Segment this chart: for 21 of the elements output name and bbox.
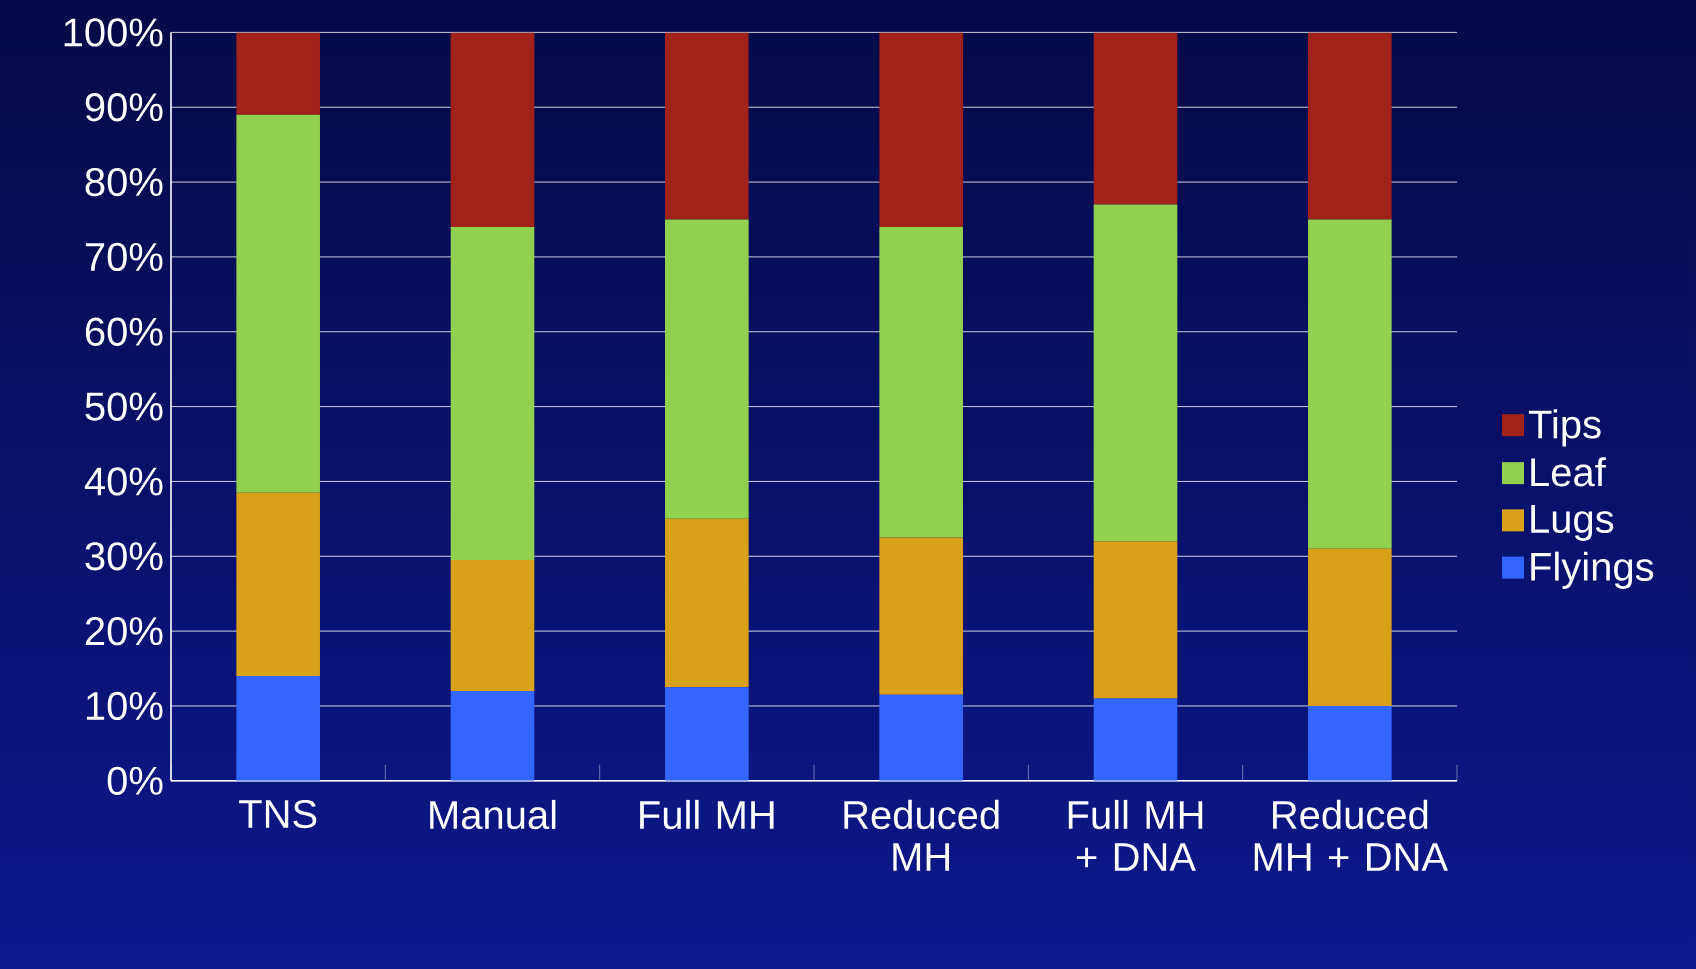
y-tick-label: 20% xyxy=(85,616,163,646)
y-tick-label: 100% xyxy=(64,18,163,47)
y-tick-label: 80% xyxy=(85,167,163,197)
x-tick-label: Reduced MH + DNA xyxy=(1254,799,1449,871)
y-tick-label: 10% xyxy=(86,691,163,721)
y-tick-label: 40% xyxy=(84,467,163,496)
y-tick-label: 60% xyxy=(85,317,163,346)
legend-label: Flyings xyxy=(1531,551,1654,589)
legend-label: Lugs xyxy=(1531,505,1614,541)
y-tick-label: 70% xyxy=(85,242,163,272)
x-tick-label: Manual xyxy=(430,799,556,830)
x-tick-label: Full MH + DNA xyxy=(1068,799,1203,871)
y-tick-label: 90% xyxy=(85,93,163,122)
x-tick-label: Full MH xyxy=(640,799,774,830)
y-tick-label: 50% xyxy=(85,392,163,421)
y-tick-label: 0% xyxy=(107,766,163,795)
legend-label: Tips xyxy=(1528,409,1601,447)
x-tick-label: TNS xyxy=(239,799,317,829)
x-tick-label: Reduced MH xyxy=(844,799,999,871)
legend-label: Leaf xyxy=(1531,457,1606,487)
y-tick-label: 30% xyxy=(85,542,163,571)
